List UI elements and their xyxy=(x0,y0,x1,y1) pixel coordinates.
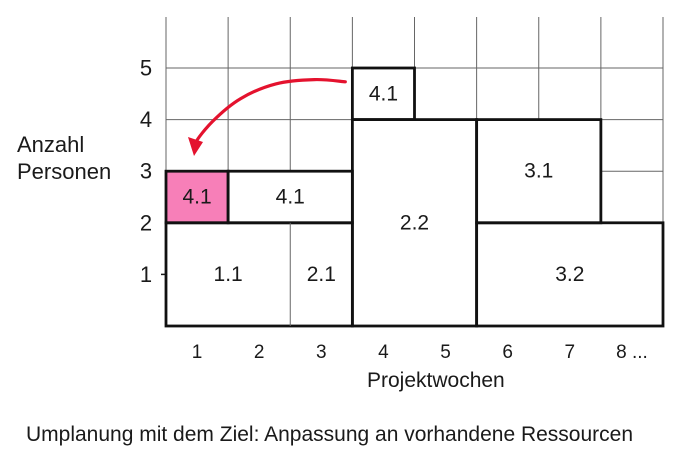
svg-text:4.1: 4.1 xyxy=(369,82,398,105)
svg-text:4: 4 xyxy=(378,342,389,363)
svg-text:3.2: 3.2 xyxy=(555,263,584,286)
svg-text:4.1: 4.1 xyxy=(276,186,305,209)
svg-text:5: 5 xyxy=(140,56,152,81)
svg-text:2.2: 2.2 xyxy=(400,211,429,234)
svg-text:4.1: 4.1 xyxy=(182,186,211,209)
svg-text:3: 3 xyxy=(316,342,327,363)
svg-text:6: 6 xyxy=(502,342,513,363)
svg-text:2.1: 2.1 xyxy=(307,263,336,286)
svg-text:1.1: 1.1 xyxy=(214,263,243,286)
svg-text:2: 2 xyxy=(140,210,152,235)
svg-text:8 ...: 8 ... xyxy=(616,342,648,363)
svg-text:4: 4 xyxy=(140,107,152,132)
svg-text:1: 1 xyxy=(192,342,203,363)
svg-text:7: 7 xyxy=(565,342,576,363)
svg-text:3.1: 3.1 xyxy=(524,160,553,183)
svg-text:3: 3 xyxy=(140,159,152,184)
svg-text:5: 5 xyxy=(440,342,451,363)
svg-text:1: 1 xyxy=(140,262,152,287)
svg-text:2: 2 xyxy=(254,342,265,363)
